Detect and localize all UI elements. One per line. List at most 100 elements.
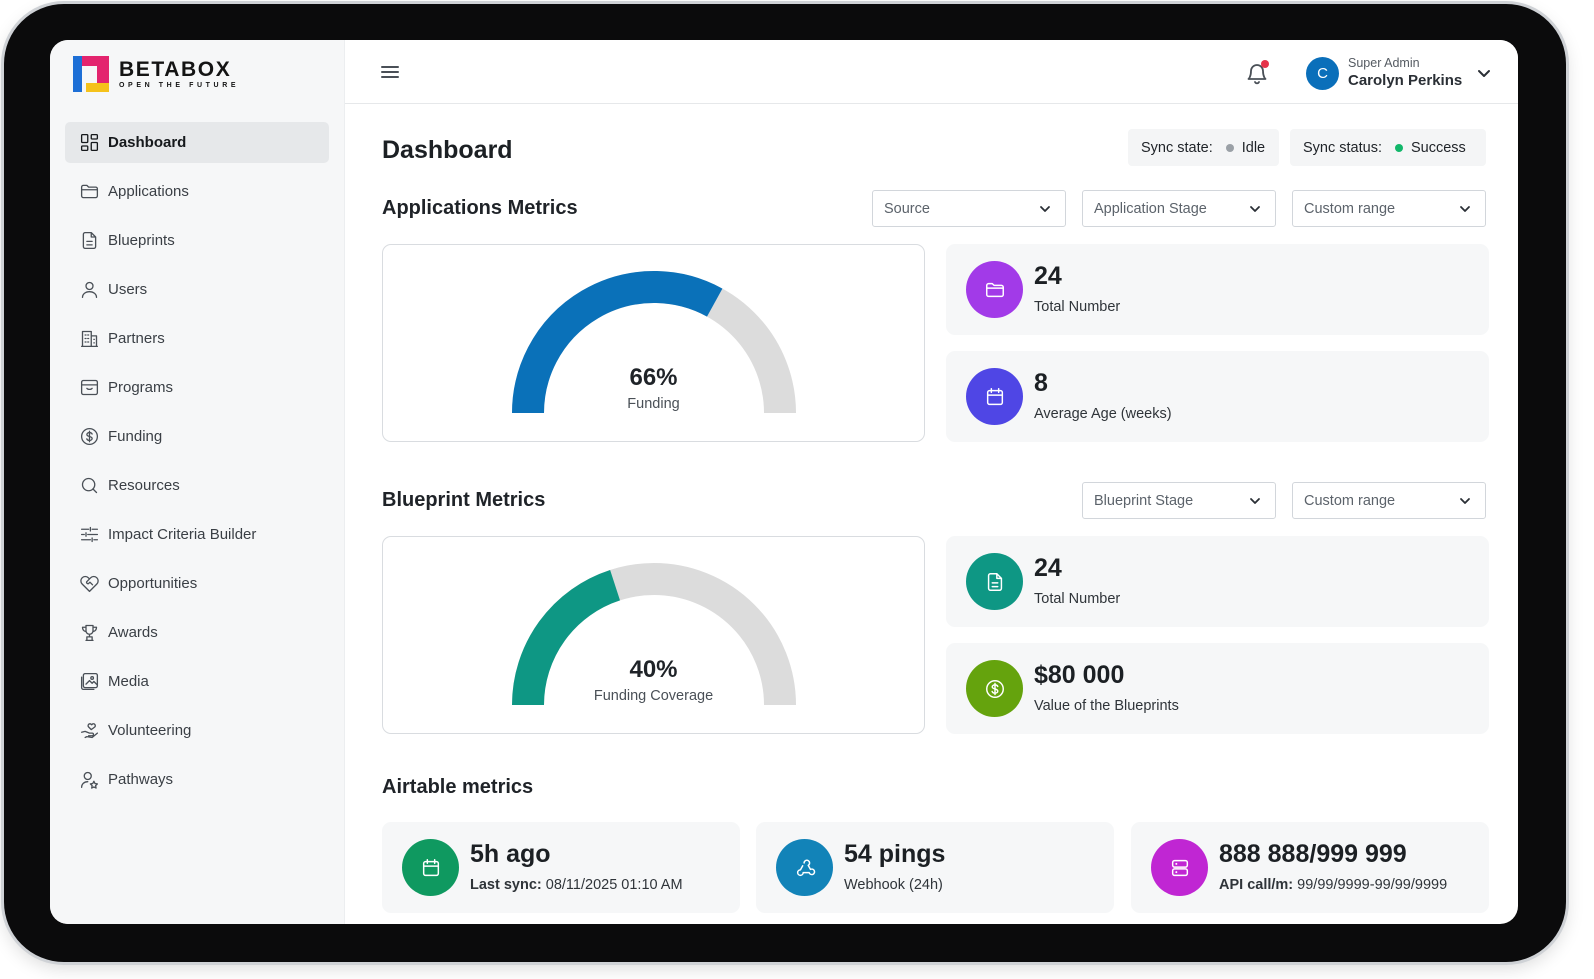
funding-coverage-gauge-label: Funding Coverage [593,688,714,704]
sync-status-dot [1394,143,1403,152]
stat-label: Value of the Blueprints [1034,698,1179,714]
avatar: C [1306,56,1339,90]
application-stage-select-value: Application Stage [1094,200,1207,217]
chevron-down-icon [1040,206,1050,212]
source-select[interactable]: Source [872,190,1066,227]
user-icon [78,279,100,301]
sidebar-item-label: Opportunities [108,575,198,592]
sidebar-nav: Dashboard Applications Blueprints Users Part… [65,122,329,808]
topbar: C Super Admin Carolyn Perkins [345,40,1518,104]
calendar-icon [966,368,1023,425]
airtable-last-sync-card: 5h ago Last sync: 08/11/2025 01:10 AM [382,822,740,913]
chevron-down-icon [1250,206,1260,212]
sidebar-item-label: Media [108,673,149,690]
sidebar-item-opportunities[interactable]: Opportunities [65,563,329,604]
stat-value: 5h ago [470,840,551,868]
server-icon [1151,839,1208,896]
image-icon [78,671,100,693]
stat-label: API call/m: 99/99/9999-99/99/9999 [1219,877,1447,893]
tablet-frame: BETABOX OPEN THE FUTURE Dashboard Applica… [4,4,1566,962]
blueprint-metrics-title: Blueprint Metrics [382,489,546,511]
page-title: Dashboard [382,136,513,164]
sidebar-item-label: Resources [108,477,180,494]
stat-label: Webhook (24h) [844,877,943,893]
sync-state-dot [1225,143,1234,152]
search-icon [78,475,100,497]
webhook-icon [776,839,833,896]
gauge-fill [512,271,723,414]
blueprint-stage-select-value: Blueprint Stage [1094,492,1194,509]
sidebar-item-label: Programs [108,379,174,396]
user-name: Carolyn Perkins [1348,72,1463,89]
airtable-metrics-title: Airtable metrics [382,776,534,798]
funding-gauge-value: 66% [629,364,678,391]
funding-coverage-gauge-value: 40% [629,656,678,683]
sidebar-item-partners[interactable]: Partners [65,318,329,359]
sidebar-item-label: Dashboard [108,134,187,151]
source-select-value: Source [884,200,930,217]
stat-label: Total Number [1034,299,1121,315]
sidebar-item-label: Awards [108,624,158,641]
chevron-down-icon [1478,70,1491,77]
logo-mark-icon [73,56,109,92]
stat-value: 888 888/999 999 [1219,840,1407,868]
sidebar-item-label: Partners [108,330,165,347]
applications-range-select-value: Custom range [1304,200,1396,217]
user-star-icon [78,769,100,791]
app-screen: BETABOX OPEN THE FUTURE Dashboard Applica… [50,40,1518,924]
sidebar-item-volunteering[interactable]: Volunteering [65,710,329,751]
folder-icon [966,261,1023,318]
sidebar-item-pathways[interactable]: Pathways [65,759,329,800]
sidebar-item-dashboard[interactable]: Dashboard [65,122,329,163]
notification-dot [1261,60,1269,68]
sidebar-item-applications[interactable]: Applications [65,171,329,212]
applications-average-age-card: 8 Average Age (weeks) [946,351,1489,442]
document-icon [966,553,1023,610]
stat-label-text: 08/11/2025 01:10 AM [545,877,683,893]
sidebar-item-label: Applications [108,183,189,200]
sidebar-item-label: Users [108,281,148,298]
stat-value: 54 pings [844,840,946,868]
archive-icon [78,377,100,399]
folder-icon [78,181,100,203]
stat-value: 24 [1034,554,1062,582]
sync-status-chip: Sync status: Success [1290,129,1486,166]
sidebar-item-label: Volunteering [108,722,192,739]
dashboard-grid-icon [78,132,100,154]
stat-value: 8 [1034,369,1048,397]
applications-range-select[interactable]: Custom range [1292,190,1486,227]
menu-toggle-icon[interactable] [379,62,401,82]
application-stage-select[interactable]: Application Stage [1082,190,1276,227]
main-content: Dashboard Sync state: Idle Sync status: … [345,104,1518,924]
notifications-bell-icon[interactable] [1244,59,1270,87]
sidebar: BETABOX OPEN THE FUTURE Dashboard Applica… [50,40,345,924]
sidebar-item-label: Funding [108,428,163,445]
airtable-api-calls-card: 888 888/999 999 API call/m: 99/99/9999-9… [1131,822,1489,913]
brand-logo[interactable]: BETABOX OPEN THE FUTURE [73,56,239,92]
stat-label-text: 99/99/9999-99/99/9999 [1297,877,1448,893]
funding-gauge [512,271,796,414]
applications-metrics-title: Applications Metrics [382,197,578,219]
gauge-fill [512,569,621,706]
sidebar-item-programs[interactable]: Programs [65,367,329,408]
sidebar-item-media[interactable]: Media [65,661,329,702]
sidebar-item-awards[interactable]: Awards [65,612,329,653]
sidebar-item-impact-criteria-builder[interactable]: Impact Criteria Builder [65,514,329,555]
applications-total-card: 24 Total Number [946,244,1489,335]
stat-value: $80 000 [1034,661,1125,689]
sidebar-item-users[interactable]: Users [65,269,329,310]
sidebar-item-resources[interactable]: Resources [65,465,329,506]
document-icon [78,230,100,252]
sync-state-chip: Sync state: Idle [1128,129,1279,166]
calendar-icon [402,839,459,896]
sync-state-label: Sync state: [1141,139,1213,156]
funding-coverage-gauge [512,563,796,706]
blueprints-range-select[interactable]: Custom range [1292,482,1486,519]
sidebar-item-blueprints[interactable]: Blueprints [65,220,329,261]
sidebar-item-funding[interactable]: Funding [65,416,329,457]
sync-status-value: Success [1410,139,1466,156]
funding-coverage-gauge-card: 40% Funding Coverage [382,536,925,734]
user-menu[interactable]: C Super Admin Carolyn Perkins [1306,55,1492,91]
building-icon [78,328,100,350]
blueprint-stage-select[interactable]: Blueprint Stage [1082,482,1276,519]
